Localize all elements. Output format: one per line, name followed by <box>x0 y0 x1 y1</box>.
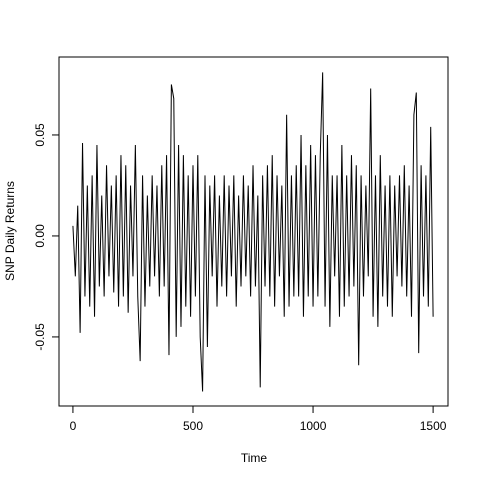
y-tick-label: 0.05 <box>33 123 47 147</box>
y-axis-title: SNP Daily Returns <box>3 181 17 281</box>
x-tick-label: 1500 <box>420 419 447 433</box>
x-tick-label: 0 <box>70 419 77 433</box>
x-axis-title: Time <box>241 451 268 465</box>
x-tick-label: 1000 <box>300 419 327 433</box>
y-tick-label: -0.05 <box>33 323 47 351</box>
y-tick-label: 0.00 <box>33 224 47 248</box>
series-line <box>72 72 434 392</box>
plot-frame <box>58 56 449 407</box>
x-tick-label: 500 <box>183 419 203 433</box>
